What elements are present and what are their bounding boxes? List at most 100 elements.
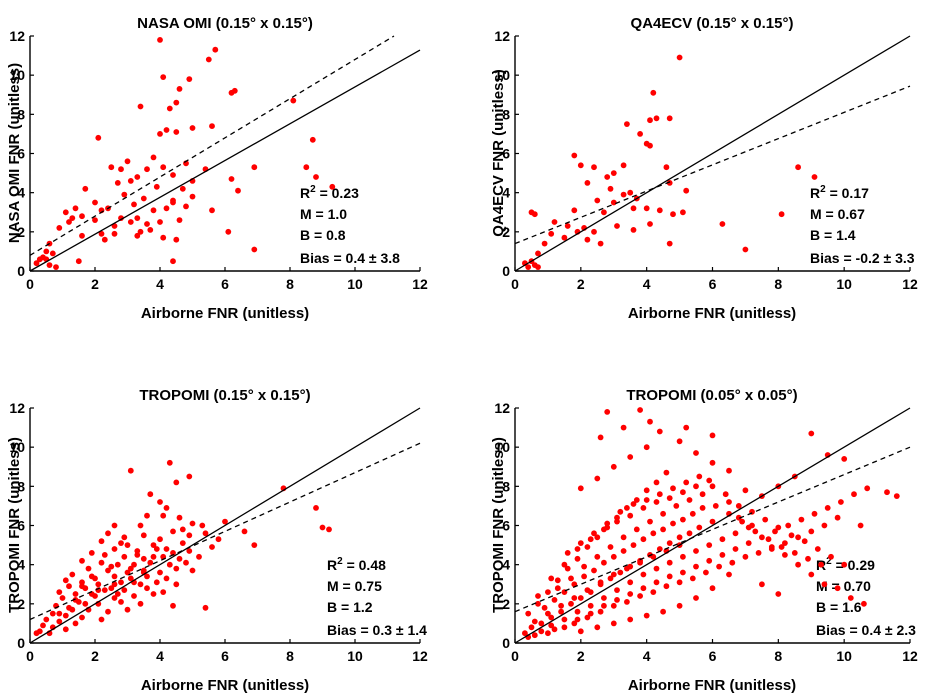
y-axis-label: TROPOMI FNR (unitless) xyxy=(6,437,23,613)
data-point xyxy=(215,536,222,543)
data-point xyxy=(627,616,634,623)
data-point xyxy=(719,536,726,543)
data-point xyxy=(176,555,183,562)
data-point xyxy=(709,585,716,592)
data-point xyxy=(821,581,828,588)
data-point xyxy=(584,180,591,186)
data-point xyxy=(144,221,150,227)
y-tick-label: 2 xyxy=(502,224,510,240)
data-point xyxy=(574,546,581,552)
data-point xyxy=(183,559,189,566)
data-point xyxy=(189,567,196,574)
data-point xyxy=(782,540,788,546)
data-point xyxy=(699,505,706,511)
data-point xyxy=(851,491,857,498)
x-tick-label: 4 xyxy=(643,648,651,664)
data-point xyxy=(241,528,248,535)
data-point xyxy=(643,612,650,619)
data-point xyxy=(173,479,180,486)
data-point xyxy=(676,534,683,541)
data-point xyxy=(643,205,650,212)
data-point xyxy=(594,197,601,204)
data-point xyxy=(59,595,66,601)
data-point xyxy=(630,501,637,507)
data-point xyxy=(782,552,788,558)
data-point xyxy=(160,589,167,595)
y-tick-label: 0 xyxy=(502,263,510,279)
data-point xyxy=(140,195,147,202)
panel-title: TROPOMI (0.05° x 0.05°) xyxy=(626,387,797,404)
data-point xyxy=(689,575,696,582)
y-tick-label: 6 xyxy=(502,518,510,534)
data-point xyxy=(173,581,180,588)
data-point xyxy=(108,164,115,171)
data-point xyxy=(676,438,683,445)
x-tick-label: 10 xyxy=(836,276,852,292)
data-point xyxy=(729,559,736,566)
data-point xyxy=(535,264,541,270)
data-point xyxy=(818,561,824,568)
data-point xyxy=(709,459,716,466)
data-point xyxy=(653,499,660,505)
data-point xyxy=(79,213,85,220)
data-point xyxy=(111,230,118,237)
data-point xyxy=(663,583,670,590)
data-point xyxy=(176,86,183,92)
data-point xyxy=(712,503,719,509)
data-point xyxy=(160,74,167,80)
data-point xyxy=(686,497,693,503)
panel-title: NASA OMI (0.15° x 0.15°) xyxy=(137,15,313,32)
data-point xyxy=(591,530,597,537)
data-point xyxy=(176,514,183,521)
data-point xyxy=(166,561,173,568)
data-point xyxy=(303,164,310,171)
data-point xyxy=(209,207,215,214)
data-point xyxy=(568,575,574,582)
x-tick-label: 10 xyxy=(836,648,852,664)
data-point xyxy=(597,240,604,247)
data-point xyxy=(637,593,643,599)
x-tick-label: 6 xyxy=(221,648,229,664)
data-point xyxy=(643,444,650,451)
data-point xyxy=(551,219,558,225)
data-point xyxy=(768,546,775,552)
data-point xyxy=(584,614,591,621)
data-point xyxy=(79,614,85,621)
data-point xyxy=(538,620,545,627)
y-tick-label: 8 xyxy=(17,478,25,494)
data-point xyxy=(121,534,128,541)
data-point xyxy=(795,561,801,568)
data-point xyxy=(108,563,115,570)
data-point xyxy=(653,579,660,586)
data-point xyxy=(630,542,637,548)
data-point xyxy=(594,553,601,560)
y-tick-label: 8 xyxy=(502,106,510,122)
data-point xyxy=(88,550,95,556)
y-tick-label: 10 xyxy=(9,439,25,455)
data-point xyxy=(522,630,528,637)
data-point xyxy=(637,131,643,137)
data-point xyxy=(663,164,670,171)
data-point xyxy=(670,485,676,492)
data-point xyxy=(147,559,154,566)
data-point xyxy=(624,599,630,605)
data-point xyxy=(663,469,670,476)
data-point xyxy=(591,228,597,235)
data-point xyxy=(134,174,141,180)
data-point xyxy=(163,205,170,212)
x-tick-label: 0 xyxy=(26,276,34,292)
data-point xyxy=(144,166,150,173)
data-point xyxy=(46,262,53,268)
data-point xyxy=(179,526,186,533)
data-point xyxy=(49,250,56,257)
data-point xyxy=(650,530,657,537)
data-point xyxy=(525,610,532,617)
data-point xyxy=(170,550,176,556)
data-point xyxy=(98,538,105,545)
data-point xyxy=(36,256,43,263)
data-point xyxy=(66,583,72,590)
data-point xyxy=(693,548,699,554)
data-point xyxy=(98,230,105,237)
data-point xyxy=(709,432,716,439)
data-point xyxy=(69,571,76,578)
